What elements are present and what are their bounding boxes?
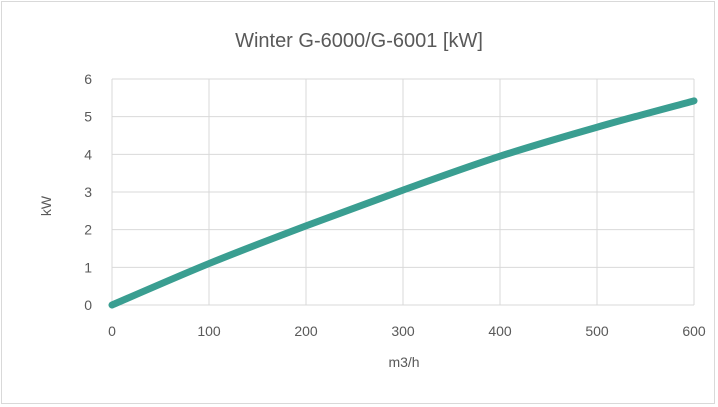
y-tick-label: 1 bbox=[84, 259, 92, 275]
y-tick-label: 4 bbox=[84, 146, 92, 162]
grid-lines bbox=[111, 78, 695, 306]
x-tick-label: 200 bbox=[294, 323, 318, 339]
x-tick-label: 100 bbox=[197, 323, 221, 339]
y-tick-label: 6 bbox=[84, 71, 92, 87]
y-tick-label: 2 bbox=[84, 222, 92, 238]
y-tick-label: 0 bbox=[84, 297, 92, 313]
x-tick-label: 400 bbox=[488, 323, 512, 339]
y-tick-label: 5 bbox=[84, 109, 92, 125]
chart-title: Winter G-6000/G-6001 [kW] bbox=[235, 30, 483, 52]
x-tick-label: 300 bbox=[391, 323, 415, 339]
x-tick-label: 500 bbox=[585, 323, 609, 339]
y-tick-label: 3 bbox=[84, 184, 92, 200]
series-line bbox=[108, 97, 698, 309]
x-axis-label: m3/h bbox=[388, 354, 420, 370]
x-tick-label: 0 bbox=[108, 323, 116, 339]
y-axis-label: kW bbox=[38, 195, 54, 217]
series-layer bbox=[108, 97, 698, 309]
x-tick-label: 600 bbox=[682, 323, 706, 339]
tick-labels: 0 1 2 3 4 5 6 0 100 200 300 400 500 600 bbox=[84, 71, 706, 339]
